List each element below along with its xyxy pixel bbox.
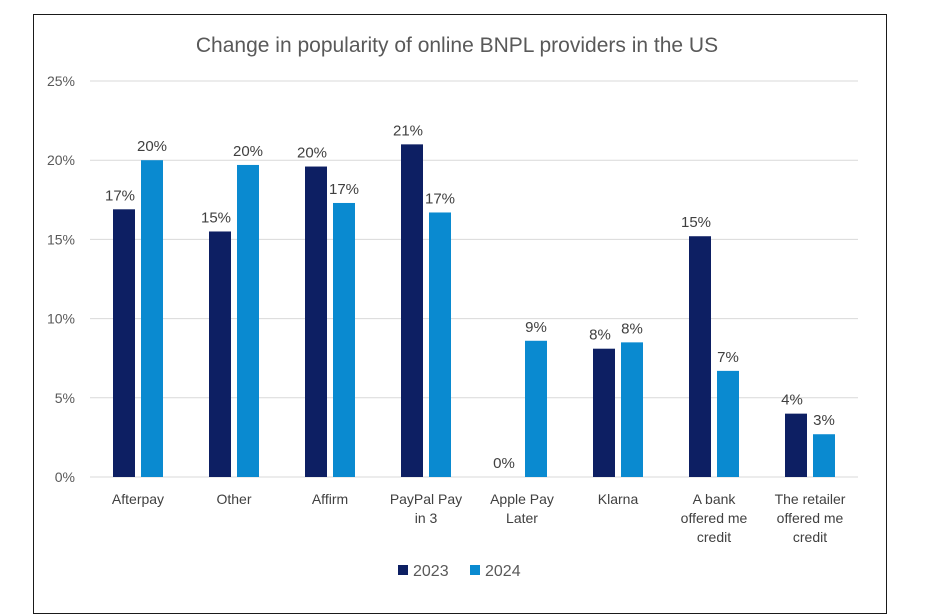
y-tick-label: 0% bbox=[55, 469, 75, 485]
bar-2023 bbox=[689, 236, 711, 477]
legend-label: 2024 bbox=[485, 563, 521, 580]
category-label: Other bbox=[216, 491, 251, 507]
bars bbox=[113, 144, 835, 478]
data-label: 15% bbox=[201, 209, 231, 226]
data-label: 17% bbox=[329, 181, 359, 198]
data-label: 17% bbox=[425, 190, 455, 207]
y-axis-ticks: 0% 5% 10% 15% 20% 25% bbox=[47, 73, 75, 485]
bar-2023 bbox=[401, 144, 423, 478]
chart-frame: Change in popularity of online BNPL prov… bbox=[33, 14, 887, 614]
gridlines bbox=[90, 80, 858, 478]
bar-2023 bbox=[785, 413, 807, 477]
y-tick-label: 10% bbox=[47, 311, 75, 327]
data-label: 0% bbox=[493, 455, 515, 472]
data-label: 7% bbox=[717, 349, 739, 366]
data-label: 20% bbox=[297, 145, 327, 162]
bar-2023 bbox=[593, 348, 615, 477]
data-label: 20% bbox=[233, 143, 263, 160]
chart-title: Change in popularity of online BNPL prov… bbox=[196, 34, 718, 57]
bar-2024 bbox=[141, 160, 163, 477]
data-label: 20% bbox=[137, 138, 167, 155]
bar-2024 bbox=[813, 434, 835, 477]
data-label: 9% bbox=[525, 319, 547, 336]
y-tick-label: 25% bbox=[47, 73, 75, 89]
bar-2024 bbox=[429, 212, 451, 478]
data-label: 8% bbox=[589, 327, 611, 344]
legend: 2023 2024 bbox=[398, 563, 521, 580]
category-label: A bank offered me credit bbox=[681, 491, 748, 545]
y-tick-label: 20% bbox=[47, 152, 75, 168]
data-label: 17% bbox=[105, 187, 135, 204]
bar-2024 bbox=[525, 340, 547, 477]
bar-2024 bbox=[621, 342, 643, 477]
category-label: Afterpay bbox=[112, 491, 164, 507]
category-label: Affirm bbox=[312, 491, 348, 507]
data-labels: 17% 20% 15% 20% 20% 17% 21% 17% 0% 9% 8% 8% 15% 7% 4% 3… bbox=[105, 122, 835, 472]
y-tick-label: 5% bbox=[55, 390, 75, 406]
bar-2023 bbox=[305, 166, 327, 477]
data-label: 4% bbox=[781, 392, 803, 409]
y-tick-label: 15% bbox=[47, 231, 75, 247]
category-label: PayPal Pay in 3 bbox=[390, 491, 462, 526]
bar-2023 bbox=[113, 209, 135, 477]
category-label: Klarna bbox=[598, 491, 639, 507]
category-label: The retailer offered me credit bbox=[775, 491, 846, 545]
legend-swatch-2023 bbox=[398, 565, 408, 575]
legend-swatch-2024 bbox=[470, 565, 480, 575]
bar-2023 bbox=[209, 231, 231, 477]
data-label: 8% bbox=[621, 320, 643, 337]
data-label: 21% bbox=[393, 122, 423, 139]
bnpl-bar-chart: Change in popularity of online BNPL prov… bbox=[47, 34, 858, 580]
bar-2024 bbox=[333, 202, 355, 477]
data-label: 15% bbox=[681, 214, 711, 231]
data-label: 3% bbox=[813, 412, 835, 429]
category-labels: Afterpay Other Affirm PayPal Pay in 3 Apple P… bbox=[112, 491, 846, 545]
category-label: Apple Pay Later bbox=[490, 491, 554, 526]
bar-2024 bbox=[717, 370, 739, 477]
legend-label: 2023 bbox=[413, 563, 449, 580]
bar-2024 bbox=[237, 164, 259, 477]
